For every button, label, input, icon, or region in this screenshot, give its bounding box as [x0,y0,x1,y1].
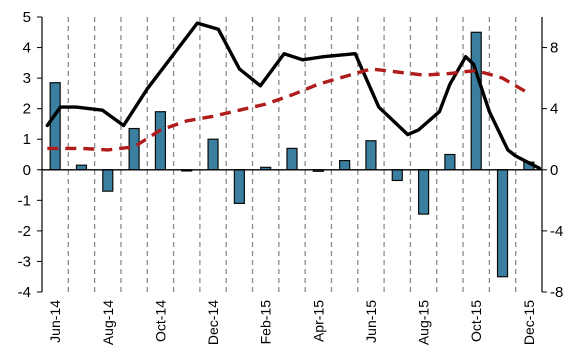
left-axis-tick-labels: -4 -3 -2 -1 0 1 2 3 4 5 [18,9,42,301]
left-tick-label: 2 [23,101,31,118]
bar-Aug-15 [417,169,430,215]
solid-line-series [45,21,542,171]
right-tick-label: -8 [550,284,563,301]
bar-Jun-15 [365,140,377,171]
x-tick-label: Aug-14 [100,300,116,345]
left-tick-label: 3 [23,70,31,87]
left-tick-label: 0 [23,162,31,179]
right-tick-label: 8 [550,40,558,57]
right-tick-label: 0 [550,162,558,179]
bar-Jan-15 [233,169,245,204]
x-tick-label: Oct-15 [468,300,484,342]
bar-Mar-15 [286,147,298,171]
bar-Jun-14 [49,82,61,171]
left-tick-label: -2 [18,223,31,240]
x-tick-label: Dec-14 [205,300,221,345]
left-tick-label: 1 [23,131,31,148]
left-tick-label: -1 [18,192,31,209]
x-tick-label: Apr-15 [310,300,326,342]
x-tick-label: Jun-14 [47,300,63,343]
x-tick-label: Aug-15 [416,300,432,345]
right-tick-label: -4 [550,223,563,240]
left-tick-label: -3 [18,253,31,270]
right-tick-label: 4 [550,101,558,118]
bar-Sep-14 [128,127,140,171]
dashed-line-series [47,67,530,152]
x-tick-label: Oct-14 [152,300,168,342]
bar-Oct-15 [470,31,482,171]
bar-Nov-15 [496,169,509,278]
left-tick-label: -4 [18,284,31,301]
bar-series [49,31,535,278]
bar-Jul-15 [391,169,403,182]
bar-Aug-14 [102,169,114,192]
right-axis-tick-labels: -8 -4 0 4 8 [542,40,563,301]
bar-May-15 [339,160,351,171]
x-tick-label: Jun-15 [363,300,379,343]
x-axis-tick-labels: Jun-14 Aug-14 Oct-14 Dec-14 Feb-15 Apr-15 Jun-… [47,300,537,345]
left-tick-label: 4 [23,40,31,57]
axes [41,17,543,292]
line-series [45,21,542,171]
x-tick-label: Dec-15 [521,300,537,345]
bar-Dec-14 [207,138,219,171]
x-tick-label: Feb-15 [258,300,274,345]
left-tick-label: 5 [23,9,31,26]
bar-Sep-15 [444,153,456,171]
bar-Oct-14 [154,111,167,171]
